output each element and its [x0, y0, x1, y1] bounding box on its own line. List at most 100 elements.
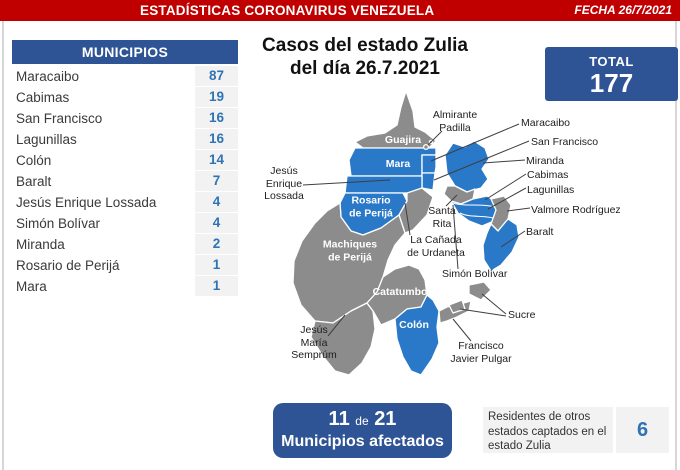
map-title-line1: Casos del estado Zulia [262, 35, 468, 56]
municipality-name: Rosario de Perijá [16, 258, 120, 273]
map-title-line2: del día 26.7.2021 [290, 58, 440, 79]
table-row: San Francisco 16 [12, 108, 238, 129]
map-label-maracaibo: Maracaibo [521, 117, 571, 129]
map-region-jesus-maria-semprum [310, 302, 376, 376]
municipality-name: Maracaibo [16, 69, 80, 84]
municipality-value: 1 [195, 255, 238, 276]
affected-label: Municipios afectados [281, 433, 444, 450]
municipality-value: 1 [195, 276, 238, 297]
map-label-jesus-enrique-lossada: Jesús Enrique Lossada [264, 165, 304, 202]
map-title: Casos del estado Zulia del día 26.7.2021 [253, 34, 477, 80]
table-row: Rosario de Perijá 1 [12, 255, 238, 276]
municipality-value: 4 [195, 192, 238, 213]
total-label: TOTAL [589, 54, 634, 69]
affected-count: 11 [328, 408, 350, 430]
map-region-baralt [482, 218, 520, 272]
map-label-jesus-maria-semprum: Jesús María Semprúm [291, 324, 337, 361]
municipality-name: Colón [16, 153, 52, 168]
table-row: Colón 14 [12, 150, 238, 171]
residents-line2: estados captados en el [488, 425, 607, 438]
map-label-san-francisco: San Francisco [531, 136, 599, 148]
municipality-value: 2 [195, 234, 238, 255]
residents-note: Residentes de otros estados captados en … [483, 407, 613, 453]
map-label-rosario-de-perija: Rosario de Perijá [349, 194, 393, 220]
municipality-name: Mara [16, 279, 47, 294]
map-label-simon-bolivar: Simón Bolívar [442, 268, 508, 280]
affected-count-line: 11 de 21 [273, 408, 452, 432]
leader-simon-bolivar [452, 204, 459, 270]
municipality-value: 19 [195, 87, 238, 108]
table-row: Maracaibo 87 [12, 66, 238, 87]
map-label-baralt: Baralt [526, 226, 554, 238]
map-label-catatumbo: Catatumbo [372, 285, 428, 298]
residents-line3: estado Zulia [488, 440, 551, 452]
table-row: Miranda 2 [12, 234, 238, 255]
zulia-map-svg [292, 90, 531, 376]
map-label-la-canada-de-urdaneta: La Cañada de Urdaneta [407, 234, 465, 259]
leader-almirante [427, 130, 443, 146]
map-label-miranda: Miranda [526, 155, 564, 167]
municipality-value: 7 [195, 171, 238, 192]
map-label-valmore-rodriguez: Valmore Rodríguez [531, 204, 621, 216]
map-region-sucre-b [448, 299, 466, 314]
affected-total: 21 [374, 408, 397, 430]
leader-francisco-javier-pulgar [452, 318, 472, 342]
leader-sucre-b [459, 308, 507, 317]
municipality-value: 14 [195, 150, 238, 171]
affected-de: de [355, 414, 369, 428]
map-label-francisco-javier-pulgar: Francisco Javier Pulgar [450, 340, 512, 365]
municipality-name: Cabimas [16, 90, 70, 105]
map-river-line-2 [459, 212, 494, 219]
map-label-sucre: Sucre [508, 309, 536, 321]
map-region-jesus-enrique-lossada [344, 175, 423, 194]
leader-san-francisco [433, 140, 530, 181]
leader-jesus-maria-semprum [327, 314, 346, 337]
map-label-cabimas: Cabimas [527, 169, 569, 181]
table-row: Cabimas 19 [12, 87, 238, 108]
municipality-name: Miranda [16, 237, 65, 252]
map-region-sucre-a [468, 281, 492, 301]
table-header: MUNICIPIOS [12, 40, 238, 64]
table-row: Baralt 7 [12, 171, 238, 192]
map-label-santa-rita: Santa Rita [428, 205, 456, 230]
leader-valmore [506, 207, 531, 212]
map-label-almirante-padilla: Almirante Padilla [432, 109, 478, 134]
table-row: Simón Bolívar 4 [12, 213, 238, 234]
leader-cabimas [484, 173, 527, 201]
map-label-lagunillas: Lagunillas [527, 184, 575, 196]
map-label-machiques-de-perija: Machiques de Perijá [322, 238, 378, 264]
municipality-value: 87 [195, 66, 238, 87]
map-label-guajira: Guajira [384, 133, 422, 146]
map-region-catatumbo [366, 264, 428, 326]
page-title: ESTADÍSTICAS CORONAVIRUS VENEZUELA [140, 3, 435, 18]
municipality-value: 16 [195, 108, 238, 129]
map-river-line-1 [452, 202, 496, 208]
right-border-line [675, 21, 677, 470]
municipality-value: 16 [195, 129, 238, 150]
table-row: Lagunillas 16 [12, 129, 238, 150]
municipality-name: San Francisco [16, 111, 103, 126]
total-box: TOTAL 177 [545, 47, 678, 101]
leader-jesus-enrique-lossada [302, 179, 391, 186]
municipalities-table: MUNICIPIOS Maracaibo 87 Cabimas 19 San Fra… [12, 40, 238, 297]
leader-lagunillas [487, 187, 527, 210]
total-value: 177 [589, 68, 634, 98]
leader-miranda [482, 159, 526, 164]
residents-value: 6 [616, 407, 669, 453]
map-label-mara: Mara [385, 157, 411, 170]
map-region-maracaibo [421, 154, 437, 174]
leader-la-canada [404, 202, 411, 236]
municipality-name: Lagunillas [16, 132, 77, 147]
residents-line1: Residentes de otros [488, 411, 591, 423]
municipality-value: 4 [195, 213, 238, 234]
leader-maracaibo [430, 123, 520, 162]
header-bar: ESTADÍSTICAS CORONAVIRUS VENEZUELA FECHA… [0, 0, 680, 21]
leader-santa-rita [445, 194, 458, 207]
map-region-san-francisco [421, 172, 436, 191]
affected-box: 11 de 21 Municipios afectados [273, 403, 452, 458]
leader-sucre-a [481, 293, 507, 315]
municipality-name: Simón Bolívar [16, 216, 101, 231]
date-label: FECHA 26/7/2021 [574, 3, 672, 17]
zulia-map: Guajira Mara Rosario de Perijá Machiques d… [255, 85, 621, 400]
